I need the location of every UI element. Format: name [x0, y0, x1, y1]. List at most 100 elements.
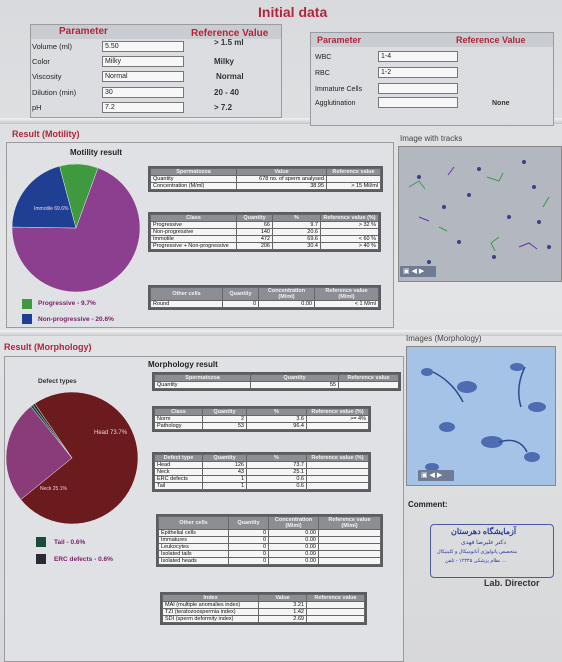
table-cell: 3.6	[246, 415, 307, 423]
pie-label-neck: Neck 25.1%	[40, 486, 67, 492]
column-header: Quantity	[222, 287, 259, 301]
morphology-pie-chart	[5, 391, 139, 525]
morphology-other-cells-table: Other cells Quantity Concentration (M/ml) R…	[156, 514, 383, 567]
motility-slice-progressive	[59, 163, 99, 229]
controls-glyph: ▣ ◀ ▶	[421, 472, 443, 479]
stamp-title: آزمایشگاه دهرستان	[451, 527, 517, 536]
table-row: MAI (multiple anomalies index) 3.21	[162, 601, 365, 609]
motility-class-table-grid: Class Quantity% Reference value (%) Progres…	[150, 214, 379, 250]
paper-fold	[0, 118, 562, 124]
table-cell: 0	[228, 557, 269, 565]
morphology-defect-table: Defect type Quantity% Reference value (%) H…	[152, 452, 371, 492]
motility-track-image	[398, 146, 562, 282]
column-header: Concentration (M/ml)	[268, 516, 319, 530]
table-cell: 0	[228, 536, 269, 544]
param-value-field[interactable]: 1-2	[378, 67, 458, 78]
table-cell	[320, 228, 379, 236]
table-cell	[318, 543, 381, 551]
table-cell	[338, 381, 399, 389]
table-cell: Neck	[154, 468, 203, 476]
table-cell: Progressive	[150, 221, 237, 229]
param-value-field[interactable]: Normal	[102, 71, 184, 82]
column-header: Defect type	[154, 454, 203, 462]
table-cell: 0	[228, 550, 269, 558]
column-header: Spermatozoa	[154, 374, 251, 382]
motility-other-cells-table-grid: Other cells Quantity Concentration (M/ml) R…	[150, 287, 379, 308]
table-cell: Isolated tails	[158, 550, 229, 558]
table-cell: TZI (teratozoospermia index)	[162, 608, 259, 616]
table-row: Head 126 73.7	[154, 461, 369, 469]
table-cell: 38.95	[236, 182, 327, 190]
table-row: Immatures 0 0.00	[158, 536, 381, 544]
header-row: Class Quantity% Reference value (%)	[154, 408, 369, 416]
ref-header: Reference Value	[191, 28, 269, 39]
column-header: Quantity	[202, 454, 247, 462]
column-header: Reference value	[306, 594, 365, 602]
stamp-line3: نظام پزشکی ۱۲۳۴۵ - تلفن ...	[445, 558, 506, 564]
table-cell: MAI (multiple anomalies index)	[162, 601, 259, 609]
table-row: Concentration (M/ml) 38.95 > 15 Mil/ml	[150, 182, 381, 190]
lab-stamp: آزمایشگاه دهرستان دکتر علیرضا فهدی متخصص…	[430, 524, 554, 578]
param-value-field[interactable]	[378, 97, 458, 108]
motility-spermatozoa-table-grid: Spermatozoa Value Reference value Quantity 6…	[150, 168, 381, 190]
morphology-slice-neck	[5, 406, 73, 500]
sperm-tracks-graphic	[399, 147, 561, 281]
table-cell: Quantity	[150, 175, 237, 183]
morphology-defect-table-grid: Defect type Quantity% Reference value (%) H…	[154, 454, 369, 490]
param-reference: Normal	[216, 72, 244, 81]
table-cell: Round	[150, 300, 223, 308]
column-header: Other cells	[158, 516, 229, 530]
param-value-field[interactable]	[378, 83, 458, 94]
column-header: Class	[150, 214, 237, 222]
table-row: Norm 2 3.6 >= 4%	[154, 415, 369, 423]
column-header: Reference value (%)	[320, 214, 379, 222]
param-header: Parameter	[59, 26, 108, 37]
param-value-field[interactable]: 7.2	[102, 102, 184, 113]
param-value-field[interactable]: 30	[102, 87, 184, 98]
param-value-field[interactable]: Milky	[102, 56, 184, 67]
morphology-class-table-grid: Class Quantity% Reference value (%) Norm 2 3.…	[154, 408, 369, 430]
controls-glyph: ▣ ◀ ▶	[403, 268, 425, 275]
morphology-other-cells-table-grid: Other cells Quantity Concentration (M/ml) R…	[158, 516, 381, 565]
morphology-spermatozoa-table: Spermatozoa Quantity Reference value Quanti…	[152, 372, 401, 391]
param-value-field[interactable]: 1-4	[378, 51, 458, 62]
table-row: Round 0 0.00 < 1 M/ml	[150, 300, 379, 308]
column-header: Class	[154, 408, 203, 416]
table-row: Quantity 678 no. of sperm analysed	[150, 175, 381, 183]
table-cell: 30.4	[272, 242, 321, 250]
header-row: Spermatozoa Quantity Reference value	[154, 374, 399, 382]
paper-fold	[0, 330, 562, 336]
table-cell: 2	[202, 415, 247, 423]
image-controls[interactable]: ▣ ◀ ▶	[400, 266, 436, 277]
table-row: Progressive 66 9.7 > 32 %	[150, 221, 379, 229]
table-cell: Non-progressive	[150, 228, 237, 236]
table-row: TZI (teratozoospermia index) 1.42	[162, 608, 365, 616]
motility-chart-title: Motility result	[70, 148, 123, 157]
table-cell: > 32 %	[320, 221, 379, 229]
column-header: Quantity	[236, 214, 273, 222]
table-row: ERC defects 1 0.6	[154, 475, 369, 483]
table-cell: 206	[236, 242, 273, 250]
param-value-field[interactable]: 5.50	[102, 41, 184, 52]
header-row: Other cells Quantity Concentration (M/ml) R…	[158, 516, 381, 530]
table-cell	[318, 536, 381, 544]
table-cell	[306, 461, 369, 469]
legend-progressive: Progressive - 9.7%	[38, 300, 96, 307]
table-row: Isolated heads 0 0.00	[158, 557, 381, 565]
image-controls[interactable]: ▣ ◀ ▶	[418, 470, 454, 481]
legend-swatch-tail	[36, 537, 46, 547]
table-cell: Tail	[154, 482, 203, 490]
table-cell: 25.1	[246, 468, 307, 476]
param-label: Dilution (min)	[32, 88, 77, 97]
column-header: Reference value (M/ml)	[314, 287, 379, 301]
table-cell: Leukocytes	[158, 543, 229, 551]
column-header: Reference value (%)	[306, 408, 369, 416]
table-row: Immotile 472 69.6 < 60 %	[150, 235, 379, 243]
page-title: Initial data	[258, 4, 328, 20]
table-cell: 69.6	[272, 235, 321, 243]
column-header: Spermatozoa	[150, 168, 237, 176]
table-cell: Quantity	[154, 381, 251, 389]
column-header: Quantity	[250, 374, 339, 382]
column-header: Quantity	[202, 408, 247, 416]
table-cell: 2.69	[258, 615, 307, 623]
